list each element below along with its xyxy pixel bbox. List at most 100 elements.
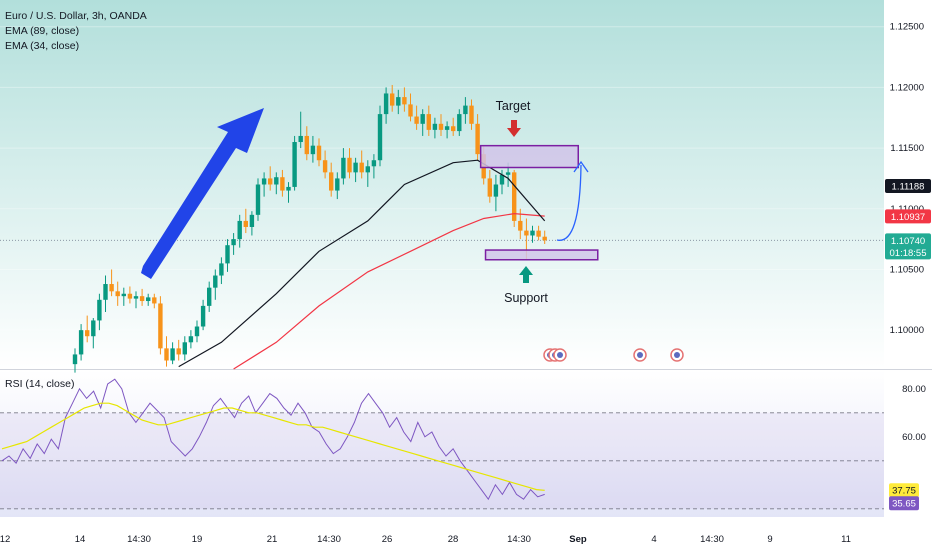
time-tick-label: 12: [0, 534, 10, 545]
candle-body: [396, 97, 401, 106]
candle-body: [322, 160, 328, 173]
price-label: 1.10740: [891, 236, 925, 247]
price-label-bg: [885, 233, 931, 260]
candle-body: [304, 135, 309, 155]
candle-body: [158, 303, 163, 349]
candle-body: [347, 157, 352, 173]
target-label: Target: [496, 99, 531, 113]
candle-body: [414, 116, 419, 124]
candle-body: [316, 145, 322, 161]
candle-body: [359, 162, 364, 173]
candle-body: [182, 342, 187, 355]
candle-body: [274, 177, 279, 185]
candle-body: [249, 214, 255, 227]
candle-body: [286, 186, 291, 191]
candle-body: [335, 178, 340, 191]
time-tick-label: Sep: [569, 534, 587, 545]
candle-body: [139, 296, 145, 302]
candle-body: [371, 160, 377, 167]
candle-body: [231, 239, 236, 246]
candle-body: [353, 162, 358, 173]
rsi-pane-bg: [0, 370, 884, 517]
candle-body: [390, 93, 395, 106]
rsi-legend[interactable]: RSI (14, close): [5, 378, 75, 390]
time-tick-label: 14: [75, 534, 86, 545]
candle-body: [188, 336, 194, 343]
candle-body: [432, 123, 438, 130]
time-tick-label: 21: [267, 534, 278, 545]
event-icon-dot: [557, 352, 563, 358]
rsi-value-label-2: 35.65: [892, 499, 916, 510]
price-label-bg: [885, 178, 931, 193]
price-tick-label: 1.10500: [890, 264, 924, 275]
projection-arrow: [556, 164, 582, 241]
time-tick-label: 28: [448, 534, 459, 545]
candle-body: [103, 284, 108, 300]
candle-body: [469, 105, 474, 124]
candle-body: [426, 114, 431, 130]
rsi-tick-label: 60.00: [902, 432, 926, 443]
candle-body: [109, 284, 114, 292]
candle-body: [408, 104, 413, 117]
rsi-signal-line: [1, 402, 545, 491]
event-icon-dot: [674, 352, 680, 358]
candle-body: [493, 184, 499, 197]
candle-body: [383, 93, 389, 115]
time-tick-label: 9: [767, 534, 772, 545]
candle-body: [280, 177, 285, 191]
rsi-tick-label: 80.00: [902, 384, 926, 395]
time-axis-bg: [0, 517, 932, 550]
legend-ema-89[interactable]: EMA (89, close): [5, 25, 80, 37]
price-tick-label: 1.12000: [890, 82, 924, 93]
candle-body: [475, 123, 480, 155]
price-pane-bg: [0, 0, 884, 369]
candle-body: [463, 105, 468, 115]
support-zone: [484, 249, 599, 261]
legend-symbol[interactable]: Euro / U.S. Dollar, 3h, OANDA: [5, 10, 147, 22]
candle-body: [341, 157, 346, 179]
event-icon-dot: [637, 352, 643, 358]
candle-body: [505, 172, 511, 175]
rsi-value-bg: [889, 483, 919, 498]
price-label-bg: [885, 209, 931, 224]
target-arrow-shaft: [511, 120, 517, 128]
candle-body: [255, 184, 261, 215]
candle-body: [207, 287, 212, 306]
rsi-value-label: 37.75: [892, 486, 916, 497]
projection-arrow-head: [573, 160, 589, 173]
candle-body: [524, 230, 529, 236]
candle-body: [115, 291, 120, 297]
time-tick-label: 14:30: [127, 534, 151, 545]
rsi-line: [1, 378, 545, 501]
time-tick-label: 14:30: [317, 534, 341, 545]
candle-body: [72, 354, 78, 365]
candle-body: [176, 348, 181, 355]
candle-body: [402, 97, 407, 105]
candle-body: [164, 348, 169, 361]
time-tick-label: 14:30: [507, 534, 531, 545]
candle-body: [536, 230, 541, 237]
candle-body: [420, 114, 425, 124]
candle-body: [377, 114, 383, 161]
time-tick-label: 19: [192, 534, 203, 545]
legend-ema-34[interactable]: EMA (34, close): [5, 40, 80, 52]
candle-body: [194, 326, 200, 337]
candle-body: [457, 114, 462, 132]
chart-legend: Euro / U.S. Dollar, 3h, OANDA EMA (89, c…: [5, 9, 147, 54]
candle-body: [512, 172, 517, 221]
candle-body: [438, 123, 444, 130]
price-label-countdown: 01:18:55: [890, 248, 927, 259]
candle-body: [97, 299, 102, 321]
rsi-value-bg-2: [889, 496, 919, 511]
candle-body: [152, 297, 157, 304]
price-label: 1.11188: [892, 181, 925, 192]
candle-body: [213, 275, 218, 288]
candle-body: [518, 220, 523, 231]
pane-divider: [0, 369, 932, 370]
price-label: 1.10937: [891, 212, 925, 223]
candle-body: [243, 220, 248, 227]
price-tick-label: 1.12500: [890, 22, 924, 33]
candle-body: [225, 245, 230, 264]
